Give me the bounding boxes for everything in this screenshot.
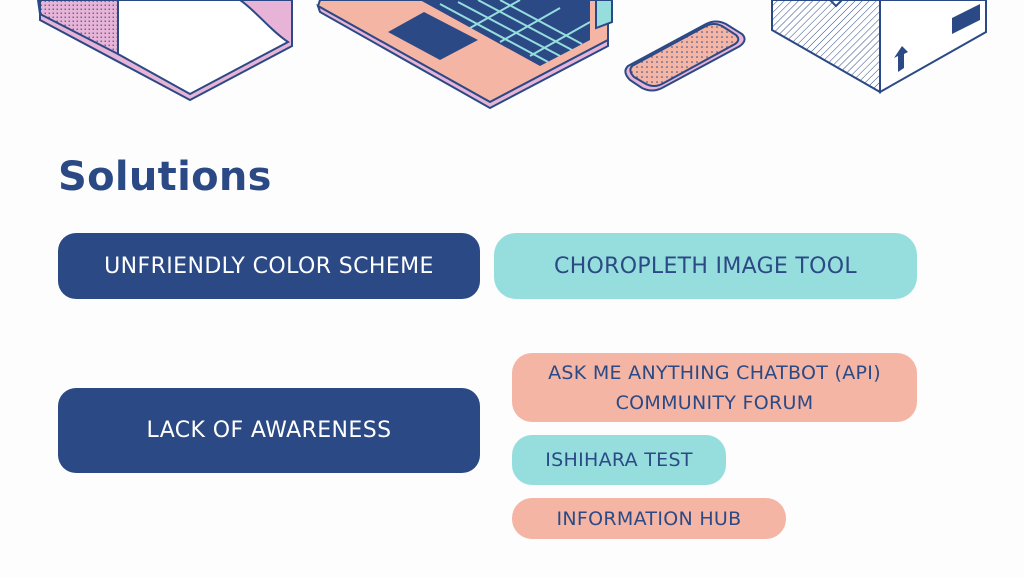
smartphone-icon bbox=[624, 20, 746, 92]
box-icon bbox=[771, 0, 987, 94]
problem-unfriendly-color-scheme: UNFRIENDLY COLOR SCHEME bbox=[58, 233, 480, 299]
solution-chatbot-forum: ASK ME ANYTHING CHATBOT (API) COMMUNITY … bbox=[512, 353, 917, 422]
laptop-icon bbox=[316, 0, 613, 110]
solution-label: CHOROPLETH IMAGE TOOL bbox=[554, 253, 857, 279]
problem-label: UNFRIENDLY COLOR SCHEME bbox=[104, 253, 434, 279]
solution-ishihara-test: ISHIHARA TEST bbox=[512, 435, 726, 485]
problem-lack-of-awareness: LACK OF AWARENESS bbox=[58, 388, 480, 473]
page-title: Solutions bbox=[58, 154, 272, 200]
solution-label-line-2: COMMUNITY FORUM bbox=[615, 391, 814, 414]
solution-choropleth-image-tool: CHOROPLETH IMAGE TOOL bbox=[494, 233, 917, 299]
header-illustration bbox=[36, 0, 987, 110]
solution-information-hub: INFORMATION HUB bbox=[512, 498, 786, 539]
problem-label: LACK OF AWARENESS bbox=[146, 418, 392, 443]
solution-label-line-1: ASK ME ANYTHING CHATBOT (API) bbox=[548, 361, 881, 384]
solution-label: ISHIHARA TEST bbox=[545, 449, 693, 471]
book-icon bbox=[36, 0, 293, 102]
solution-label: INFORMATION HUB bbox=[556, 507, 742, 530]
